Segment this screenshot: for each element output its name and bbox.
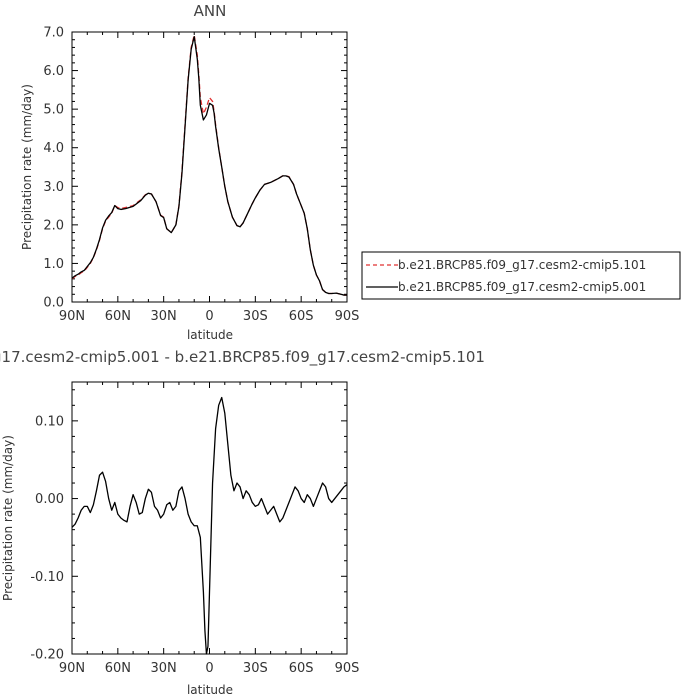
bottom-chart-title: g17.cesm2-cmip5.001 - b.e21.BRCP85.f09_g… [0, 348, 485, 367]
x-tick-label: 60S [289, 309, 314, 324]
x-tick-label: 0 [205, 661, 213, 676]
x-tick-label: 90S [335, 661, 360, 676]
x-tick-label: 30N [151, 661, 177, 676]
y-tick-label: -0.10 [30, 570, 64, 585]
x-tick-label: 30S [243, 661, 268, 676]
y-tick-label: 6.0 [43, 64, 64, 79]
y-tick-label: 1.0 [43, 257, 64, 272]
series-line-0-1 [71, 35, 347, 296]
x-tick-label: 60N [105, 661, 131, 676]
top-plot-frame [71, 31, 348, 303]
y-tick-label: 5.0 [43, 103, 64, 118]
x-tick-label: 30S [243, 309, 268, 324]
legend: b.e21.BRCP85.f09_g17.cesm2-cmip5.101 b.e… [361, 251, 681, 300]
y-tick-label: 3.0 [43, 180, 64, 195]
x-tick-label: 30N [151, 309, 177, 324]
top-x-tick-labels: 90N 60N 30N 0 30S 60S 90S [59, 309, 360, 324]
bottom-y-axis-label: Precipitation rate (mm/day) [1, 435, 15, 601]
bottom-x-tick-labels: 90N 60N 30N 0 30S 60S 90S [59, 661, 360, 676]
top-y-tick-labels: 0.0 1.0 2.0 3.0 4.0 5.0 6.0 7.0 [43, 26, 64, 311]
bottom-panel: g17.cesm2-cmip5.001 - b.e21.BRCP85.f09_g… [0, 348, 485, 697]
series-line-1-0 [71, 396, 348, 655]
top-x-axis-label: latitude [187, 328, 233, 342]
y-tick-label: 2.0 [43, 218, 64, 233]
top-tick-marks [71, 31, 348, 303]
top-y-axis-label: Precipitation rate (mm/day) [20, 84, 34, 250]
y-tick-label: -0.20 [30, 648, 64, 663]
y-tick-label: 0.10 [35, 414, 64, 429]
legend-label-series-101: b.e21.BRCP85.f09_g17.cesm2-cmip5.101 [398, 258, 646, 272]
legend-label-series-001: b.e21.BRCP85.f09_g17.cesm2-cmip5.001 [398, 280, 646, 294]
y-tick-label: 4.0 [43, 141, 64, 156]
bottom-y-tick-labels: -0.20 -0.10 0.00 0.10 [30, 414, 64, 662]
x-tick-label: 90S [335, 309, 360, 324]
x-tick-label: 90N [59, 309, 85, 324]
top-panel: ANN 90N 60N 30N 0 30S 60S 90S 0.0 1.0 2.0 3.0 4.0 5… [20, 2, 681, 342]
series-line-0-0 [71, 34, 347, 296]
top-series-lines [71, 34, 347, 296]
x-tick-label: 90N [59, 661, 85, 676]
legend-box [361, 251, 681, 300]
y-tick-label: 7.0 [43, 26, 64, 41]
x-tick-label: 60N [105, 309, 131, 324]
bottom-series-lines [71, 396, 348, 655]
bottom-plot-frame [71, 381, 348, 655]
x-tick-label: 60S [289, 661, 314, 676]
bottom-x-axis-label: latitude [187, 683, 233, 697]
x-tick-label: 0 [205, 309, 213, 324]
y-tick-label: 0.0 [43, 296, 64, 311]
top-chart-title: ANN [194, 2, 227, 20]
y-tick-label: 0.00 [35, 492, 64, 507]
